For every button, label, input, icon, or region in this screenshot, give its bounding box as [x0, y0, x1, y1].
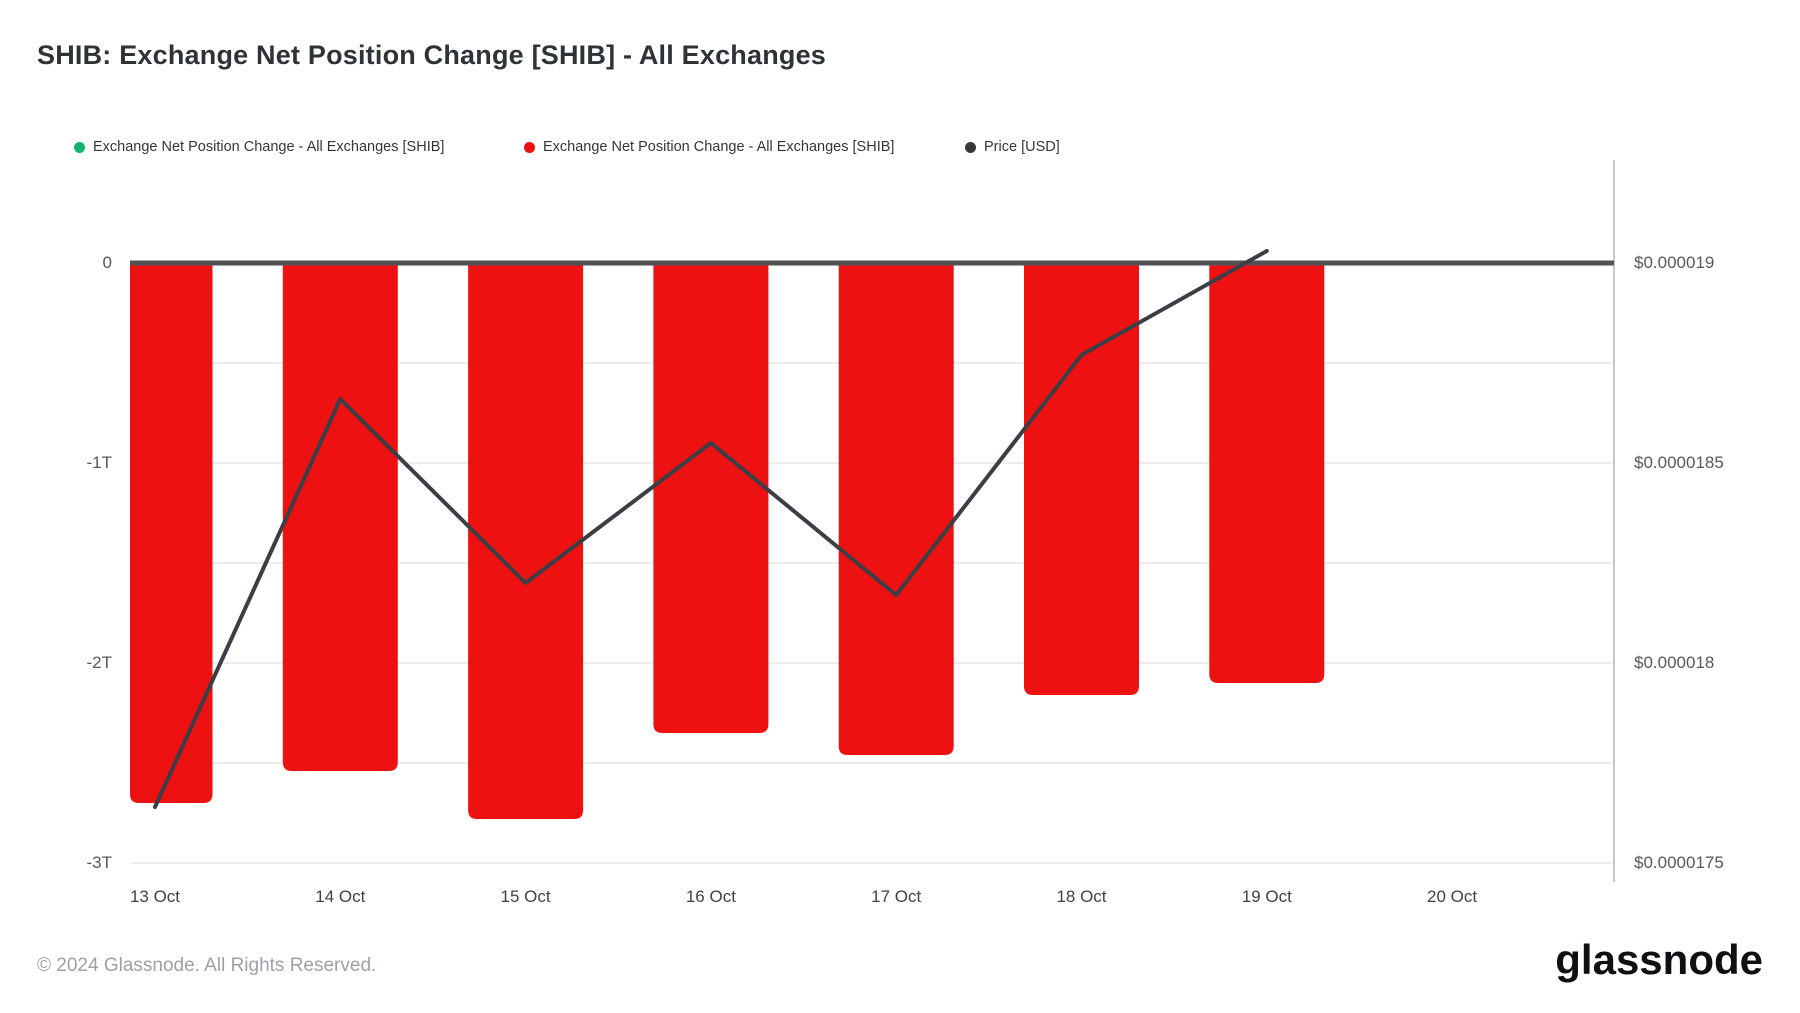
x-axis-tick: 20 Oct	[1427, 887, 1478, 906]
legend-item-net-position-green[interactable]: Exchange Net Position Change - All Excha…	[74, 139, 444, 155]
right-axis-tick: $0.0000185	[1634, 453, 1724, 472]
bar-15-oct[interactable]	[468, 263, 584, 819]
bar-14-oct[interactable]	[282, 263, 398, 771]
bar-13-oct[interactable]	[130, 263, 213, 803]
bar-16-oct[interactable]	[653, 263, 769, 733]
x-axis-tick: 15 Oct	[500, 887, 551, 906]
left-axis-tick: 0	[102, 253, 112, 272]
right-axis-tick: $0.000018	[1634, 653, 1715, 672]
bar-19-oct[interactable]	[1209, 263, 1325, 683]
bar-17-oct[interactable]	[838, 263, 954, 755]
right-axis-tick: $0.000019	[1634, 253, 1715, 272]
legend-dot-green-icon	[74, 141, 85, 153]
legend-dot-dark-icon	[965, 141, 976, 153]
glassnode-logo: glassnode	[1555, 936, 1763, 983]
left-axis-tick: -2T	[86, 653, 113, 672]
legend-item-net-position-red[interactable]: Exchange Net Position Change - All Excha…	[524, 139, 894, 155]
x-axis-tick: 14 Oct	[315, 887, 366, 906]
x-axis-tick: 19 Oct	[1241, 887, 1292, 906]
left-axis-tick: -3T	[86, 853, 113, 872]
legend-label: Exchange Net Position Change - All Excha…	[543, 139, 895, 155]
x-axis-tick: 17 Oct	[871, 887, 922, 906]
chart-legend: Exchange Net Position Change - All Excha…	[0, 139, 1800, 161]
left-axis-tick: -1T	[86, 453, 113, 472]
legend-label: Exchange Net Position Change - All Excha…	[93, 139, 445, 155]
price-line[interactable]	[153, 249, 1269, 809]
legend-item-price-usd[interactable]: Price [USD]	[965, 139, 1060, 155]
copyright-text: © 2024 Glassnode. All Rights Reserved.	[37, 955, 377, 976]
legend-dot-red-icon	[524, 141, 535, 153]
legend-label: Price [USD]	[984, 139, 1060, 155]
x-axis-tick: 16 Oct	[685, 887, 736, 906]
x-axis-tick: 18 Oct	[1056, 887, 1107, 906]
bar-18-oct[interactable]	[1024, 263, 1139, 695]
x-axis-tick: 13 Oct	[129, 887, 181, 906]
page-title: SHIB: Exchange Net Position Change [SHIB…	[37, 40, 827, 70]
right-axis-tick: $0.0000175	[1634, 853, 1724, 872]
